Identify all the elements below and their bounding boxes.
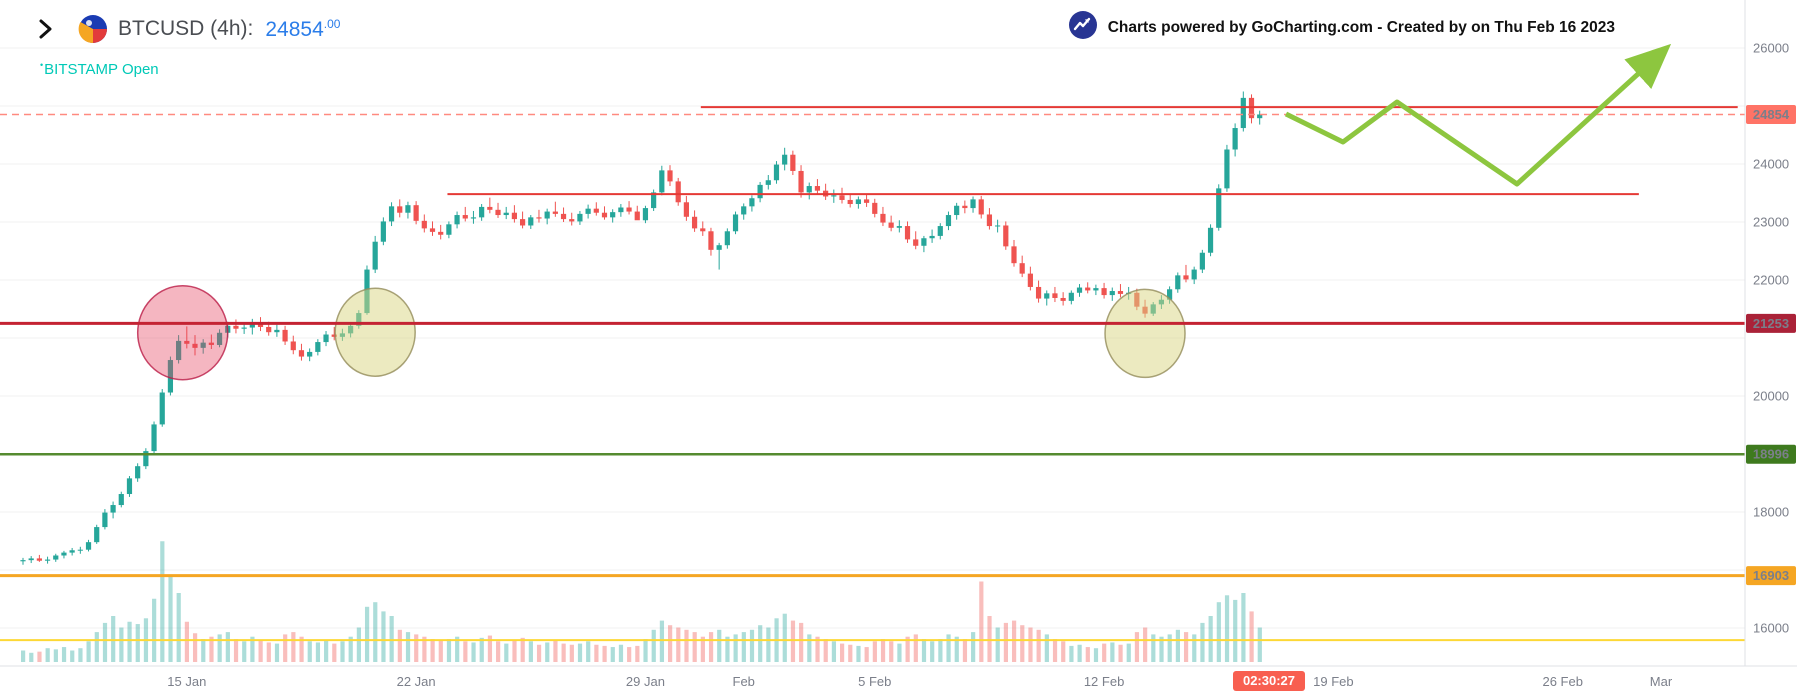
svg-text:Mar: Mar <box>1650 674 1673 689</box>
svg-text:16000: 16000 <box>1753 621 1789 636</box>
volume-bars <box>21 541 1262 662</box>
support-16903-badge <box>1746 566 1796 586</box>
svg-text:21253: 21253 <box>1753 316 1789 331</box>
svg-text:18996: 18996 <box>1753 447 1789 462</box>
svg-text:23000: 23000 <box>1753 215 1789 230</box>
svg-text:16903: 16903 <box>1753 568 1789 583</box>
support-21253-badge <box>1746 313 1796 333</box>
svg-text:22000: 22000 <box>1753 273 1789 288</box>
projection-arrow-drawing[interactable] <box>1284 43 1672 187</box>
accumulation-circle-pink[interactable] <box>136 285 229 381</box>
svg-text:19 Feb: 19 Feb <box>1313 674 1353 689</box>
horizontal-level-lines[interactable] <box>0 106 1745 642</box>
attribution-bar[interactable]: Charts powered by GoCharting.com - Creat… <box>1068 10 1615 45</box>
time-axis[interactable]: 15 Jan 22 Jan 29 Jan Feb 5 Feb 12 Feb 19 Feb 26… <box>167 674 1673 689</box>
projection-arrow[interactable] <box>1284 43 1672 187</box>
svg-text:26000: 26000 <box>1753 41 1789 56</box>
price-badges: 24854 21253 18996 16903 <box>1746 104 1796 586</box>
symbol-header: BTCUSD (4h): 24854.00 <box>38 14 340 44</box>
svg-text:18000: 18000 <box>1753 505 1789 520</box>
ellipse-drawings[interactable] <box>136 285 1186 381</box>
last-price: 24854.00 <box>265 16 341 41</box>
exchange-status: •BITSTAMP Open <box>40 60 159 78</box>
attribution-text[interactable]: Charts powered by GoCharting.com - Creat… <box>1107 18 1615 36</box>
svg-text:15 Jan: 15 Jan <box>167 674 206 689</box>
svg-text:5 Feb: 5 Feb <box>858 674 891 689</box>
gocharting-logo[interactable] <box>78 14 108 44</box>
candlesticks <box>20 91 1263 565</box>
status-dot: • <box>40 60 44 70</box>
retest-circle-yellow[interactable] <box>1104 288 1186 379</box>
svg-text:20000: 20000 <box>1753 389 1789 404</box>
expand-panel-chevron-icon[interactable] <box>38 17 54 41</box>
svg-text:24854: 24854 <box>1753 107 1790 122</box>
axis-frame <box>0 0 1797 667</box>
svg-text:29 Jan: 29 Jan <box>626 674 665 689</box>
svg-text:26 Feb: 26 Feb <box>1542 674 1582 689</box>
bar-countdown-badge: 02:30:27 <box>1233 671 1305 691</box>
current-price-line-badge <box>1746 104 1796 124</box>
svg-text:22 Jan: 22 Jan <box>397 674 436 689</box>
trend-line-icon <box>1068 10 1098 45</box>
svg-text:24000: 24000 <box>1753 157 1789 172</box>
symbol-title: BTCUSD (4h): <box>118 17 254 40</box>
svg-text:12 Feb: 12 Feb <box>1084 674 1124 689</box>
support-18996-badge <box>1746 444 1796 464</box>
svg-text:Feb: Feb <box>733 674 755 689</box>
breakout-circle-yellow[interactable] <box>334 287 416 377</box>
grid-lines <box>0 47 1745 629</box>
price-axis[interactable]: 2600024000230002200020000190001800016000 <box>1753 41 1789 636</box>
